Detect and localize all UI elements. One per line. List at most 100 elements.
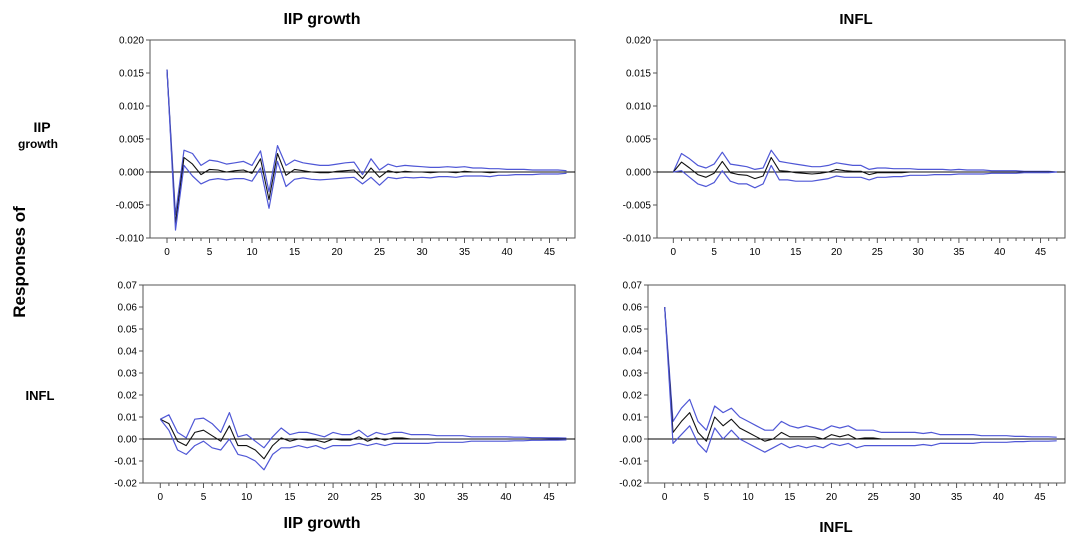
- x-tick-label: 35: [457, 492, 469, 503]
- y-tick-label: 0.04: [623, 347, 643, 358]
- confidence-band-upper: [166, 69, 567, 216]
- y-tick-label: -0.01: [619, 457, 642, 468]
- x-tick-label: 45: [1035, 247, 1047, 258]
- y-tick-label: 0.02: [118, 391, 138, 402]
- x-tick-label: 10: [241, 492, 253, 503]
- row-label-iip-line1: IIP: [33, 119, 50, 135]
- panel-3: -0.02 -0.01 0.00 0.01 0.02 0.03 0.04 0.05 0.06 0.…: [114, 281, 576, 503]
- y-tick-label: 0.04: [118, 347, 138, 358]
- panel-2: -0.010 -0.005 0.000 0.005 0.010 0.015 0.020 0 5 1…: [623, 36, 1066, 258]
- y-tick-label: 0.010: [626, 102, 651, 113]
- y-tick-label: -0.005: [623, 201, 652, 212]
- plot-frame: [149, 39, 576, 239]
- x-tick-label: 45: [544, 492, 556, 503]
- confidence-band-upper: [160, 412, 567, 449]
- row-label-iip-line2: growth: [18, 137, 58, 151]
- y-axis-title: Responses of: [10, 206, 29, 318]
- y-tick-label: 0.005: [119, 135, 144, 146]
- bottom-label-infl: INFL: [819, 519, 852, 536]
- y-tick-label: 0.07: [623, 281, 643, 292]
- x-tick-label: 5: [711, 247, 717, 258]
- x-tick-label: 25: [868, 492, 880, 503]
- plot-frame: [142, 284, 576, 484]
- y-tick-label: 0.03: [623, 369, 643, 380]
- row-label-infl: INFL: [26, 388, 55, 403]
- x-tick-label: 20: [331, 247, 343, 258]
- x-tick-label: 40: [501, 247, 513, 258]
- y-tick-label: -0.02: [114, 479, 137, 490]
- y-tick-label: -0.01: [114, 457, 137, 468]
- y-tick-label: 0.020: [119, 36, 144, 47]
- x-tick-label: 15: [284, 492, 296, 503]
- y-tick-label: 0.00: [623, 435, 643, 446]
- x-tick-label: 25: [872, 247, 884, 258]
- y-tick-label: 0.015: [626, 69, 651, 80]
- y-tick-label: 0.06: [623, 303, 643, 314]
- y-tick-label: 0.005: [626, 135, 651, 146]
- confidence-band-upper: [672, 149, 1057, 173]
- y-tick-label: 0.01: [623, 413, 643, 424]
- x-tick-label: 25: [371, 492, 383, 503]
- x-tick-label: 5: [207, 247, 213, 258]
- x-tick-label: 5: [201, 492, 207, 503]
- x-tick-label: 0: [164, 247, 170, 258]
- x-tick-label: 45: [544, 247, 556, 258]
- y-tick-label: 0.000: [119, 168, 144, 179]
- y-tick-label: 0.05: [118, 325, 138, 336]
- x-tick-label: 35: [459, 247, 471, 258]
- impulse-response-line: [664, 306, 1057, 442]
- plot-frame: [656, 39, 1066, 239]
- y-tick-label: -0.02: [619, 479, 642, 490]
- y-tick-label: 0.03: [118, 369, 138, 380]
- panel-4: -0.02 -0.01 0.00 0.01 0.02 0.03 0.04 0.05 0.06 0.…: [619, 281, 1066, 503]
- y-tick-label: 0.020: [626, 36, 651, 47]
- y-tick-label: -0.005: [116, 201, 145, 212]
- y-tick-label: 0.010: [119, 102, 144, 113]
- plot-frame: [647, 284, 1066, 484]
- x-tick-label: 10: [749, 247, 761, 258]
- x-tick-label: 35: [951, 492, 963, 503]
- x-tick-label: 45: [1034, 492, 1046, 503]
- x-tick-label: 25: [374, 247, 386, 258]
- confidence-band-lower: [664, 306, 1057, 453]
- impulse-response-line: [166, 69, 567, 225]
- x-tick-label: 40: [500, 492, 512, 503]
- x-tick-label: 30: [913, 247, 925, 258]
- impulse-response-line: [672, 156, 1057, 180]
- confidence-band-lower: [673, 164, 1057, 189]
- x-tick-label: 40: [994, 247, 1006, 258]
- y-tick-label: 0.01: [118, 413, 138, 424]
- x-tick-label: 35: [953, 247, 965, 258]
- x-tick-label: 0: [662, 492, 668, 503]
- x-tick-label: 30: [414, 492, 426, 503]
- y-tick-label: 0.000: [626, 168, 651, 179]
- x-tick-label: 30: [909, 492, 921, 503]
- confidence-band-lower: [159, 418, 567, 471]
- y-tick-label: -0.010: [116, 234, 145, 245]
- x-tick-label: 10: [743, 492, 755, 503]
- x-tick-label: 0: [157, 492, 163, 503]
- x-tick-label: 15: [790, 247, 802, 258]
- x-tick-label: 30: [416, 247, 428, 258]
- y-tick-label: 0.07: [118, 281, 138, 292]
- bottom-label-iip-growth: IIP growth: [283, 515, 360, 532]
- y-tick-label: 0.05: [623, 325, 643, 336]
- x-tick-label: 5: [704, 492, 710, 503]
- x-tick-label: 40: [993, 492, 1005, 503]
- y-tick-label: -0.010: [623, 234, 652, 245]
- x-tick-label: 10: [246, 247, 258, 258]
- x-tick-label: 20: [826, 492, 838, 503]
- column-title-infl: INFL: [839, 11, 872, 28]
- column-title-iip-growth: IIP growth: [283, 11, 360, 28]
- x-tick-label: 0: [671, 247, 677, 258]
- panel-1: -0.010 -0.005 0.000 0.005 0.010 0.015 0.020 0 5 1…: [116, 36, 576, 258]
- y-tick-label: 0.015: [119, 69, 144, 80]
- confidence-band-lower: [166, 69, 567, 231]
- y-tick-label: 0.02: [623, 391, 643, 402]
- y-tick-label: 0.00: [118, 435, 138, 446]
- x-tick-label: 20: [831, 247, 843, 258]
- impulse-response-line: [160, 418, 567, 460]
- x-tick-label: 15: [784, 492, 796, 503]
